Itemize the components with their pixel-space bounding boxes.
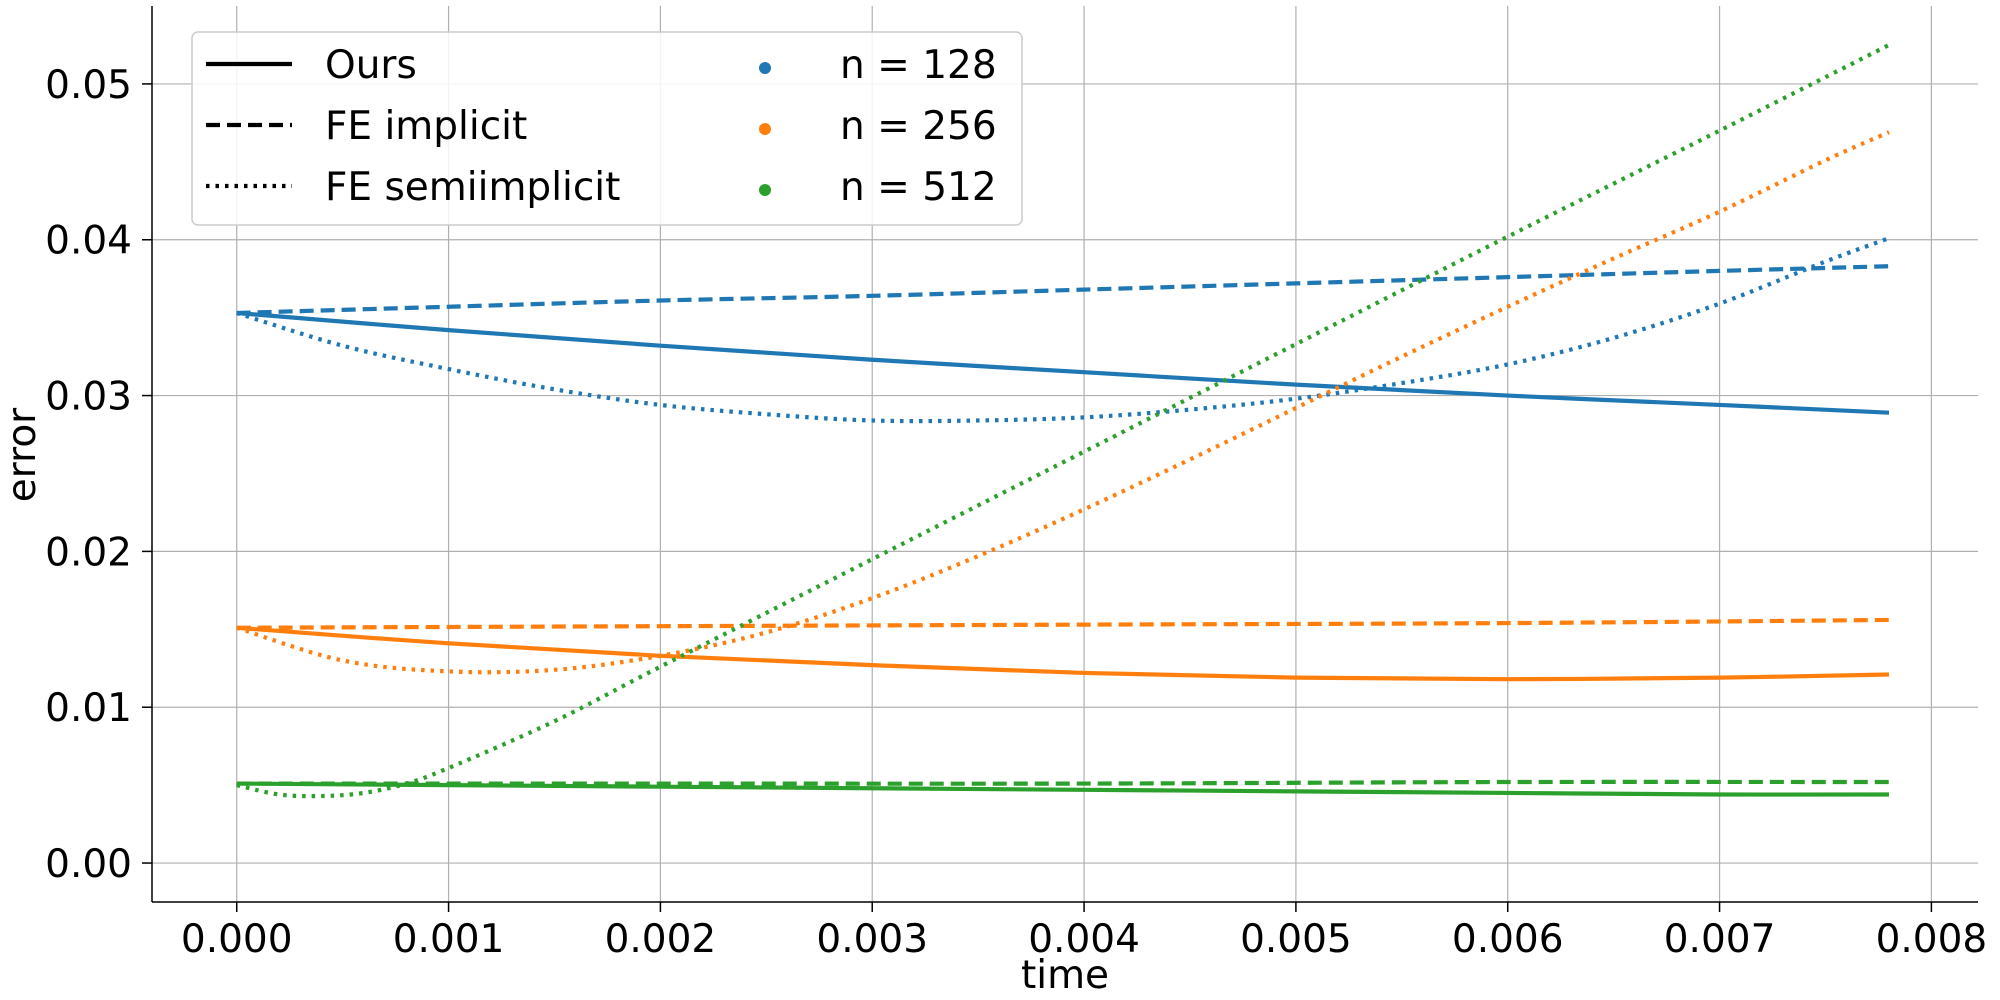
series-line-fe-implicit-n128 xyxy=(236,264,1890,316)
legend-color-marker xyxy=(759,62,771,74)
x-tick-label: 0.000 xyxy=(181,917,293,962)
legend-color-marker xyxy=(759,123,771,135)
series-line-fe-semiimplicit-n512 xyxy=(236,43,1890,799)
legend-color-marker xyxy=(759,184,771,196)
legend-style-label: FE implicit xyxy=(325,104,527,149)
y-tick-label: 0.00 xyxy=(45,842,132,887)
y-tick-label: 0.01 xyxy=(45,686,132,731)
y-tick-label: 0.04 xyxy=(45,219,132,264)
legend-style-label: FE semiimplicit xyxy=(325,165,620,210)
x-tick-label: 0.004 xyxy=(1028,917,1140,962)
x-tick-label: 0.007 xyxy=(1664,917,1776,962)
legend: Ours FE implicit FE semiimplicit n = 128 n =… xyxy=(191,31,1023,226)
plot-area xyxy=(236,43,1890,799)
x-tick-label: 0.003 xyxy=(816,917,928,962)
x-tick-label: 0.008 xyxy=(1876,917,1988,962)
x-axis-ticks: 0.000 0.001 0.002 0.003 0.004 0.005 0.006 0.007… xyxy=(181,902,1987,962)
legend-style-label: Ours xyxy=(325,43,417,88)
legend-size-label: n = 512 xyxy=(840,165,997,210)
y-tick-label: 0.02 xyxy=(45,530,132,575)
y-tick-label: 0.03 xyxy=(45,375,132,420)
series-line-ours-n128 xyxy=(236,310,1890,415)
series-line-fe-semiimplicit-n128 xyxy=(236,236,1890,424)
y-axis-label: error xyxy=(0,407,45,502)
x-axis-label: time xyxy=(1021,953,1109,998)
x-tick-label: 0.002 xyxy=(605,917,717,962)
series-line-fe-implicit-n512 xyxy=(236,779,1890,786)
x-tick-label: 0.006 xyxy=(1452,917,1564,962)
legend-size-label: n = 128 xyxy=(840,43,997,88)
y-tick-label: 0.05 xyxy=(45,63,132,108)
legend-size-label: n = 256 xyxy=(840,104,997,149)
x-tick-label: 0.005 xyxy=(1240,917,1352,962)
series-line-ours-n256 xyxy=(236,625,1890,682)
legend-box xyxy=(191,31,1023,226)
x-tick-label: 0.001 xyxy=(393,917,505,962)
series-line-fe-semiimplicit-n256 xyxy=(236,130,1890,675)
axes xyxy=(151,6,1978,903)
series-line-fe-implicit-n256 xyxy=(236,617,1890,630)
y-axis-ticks: 0.00 0.01 0.02 0.03 0.04 0.05 xyxy=(45,63,152,887)
grid-lines xyxy=(152,6,1978,902)
